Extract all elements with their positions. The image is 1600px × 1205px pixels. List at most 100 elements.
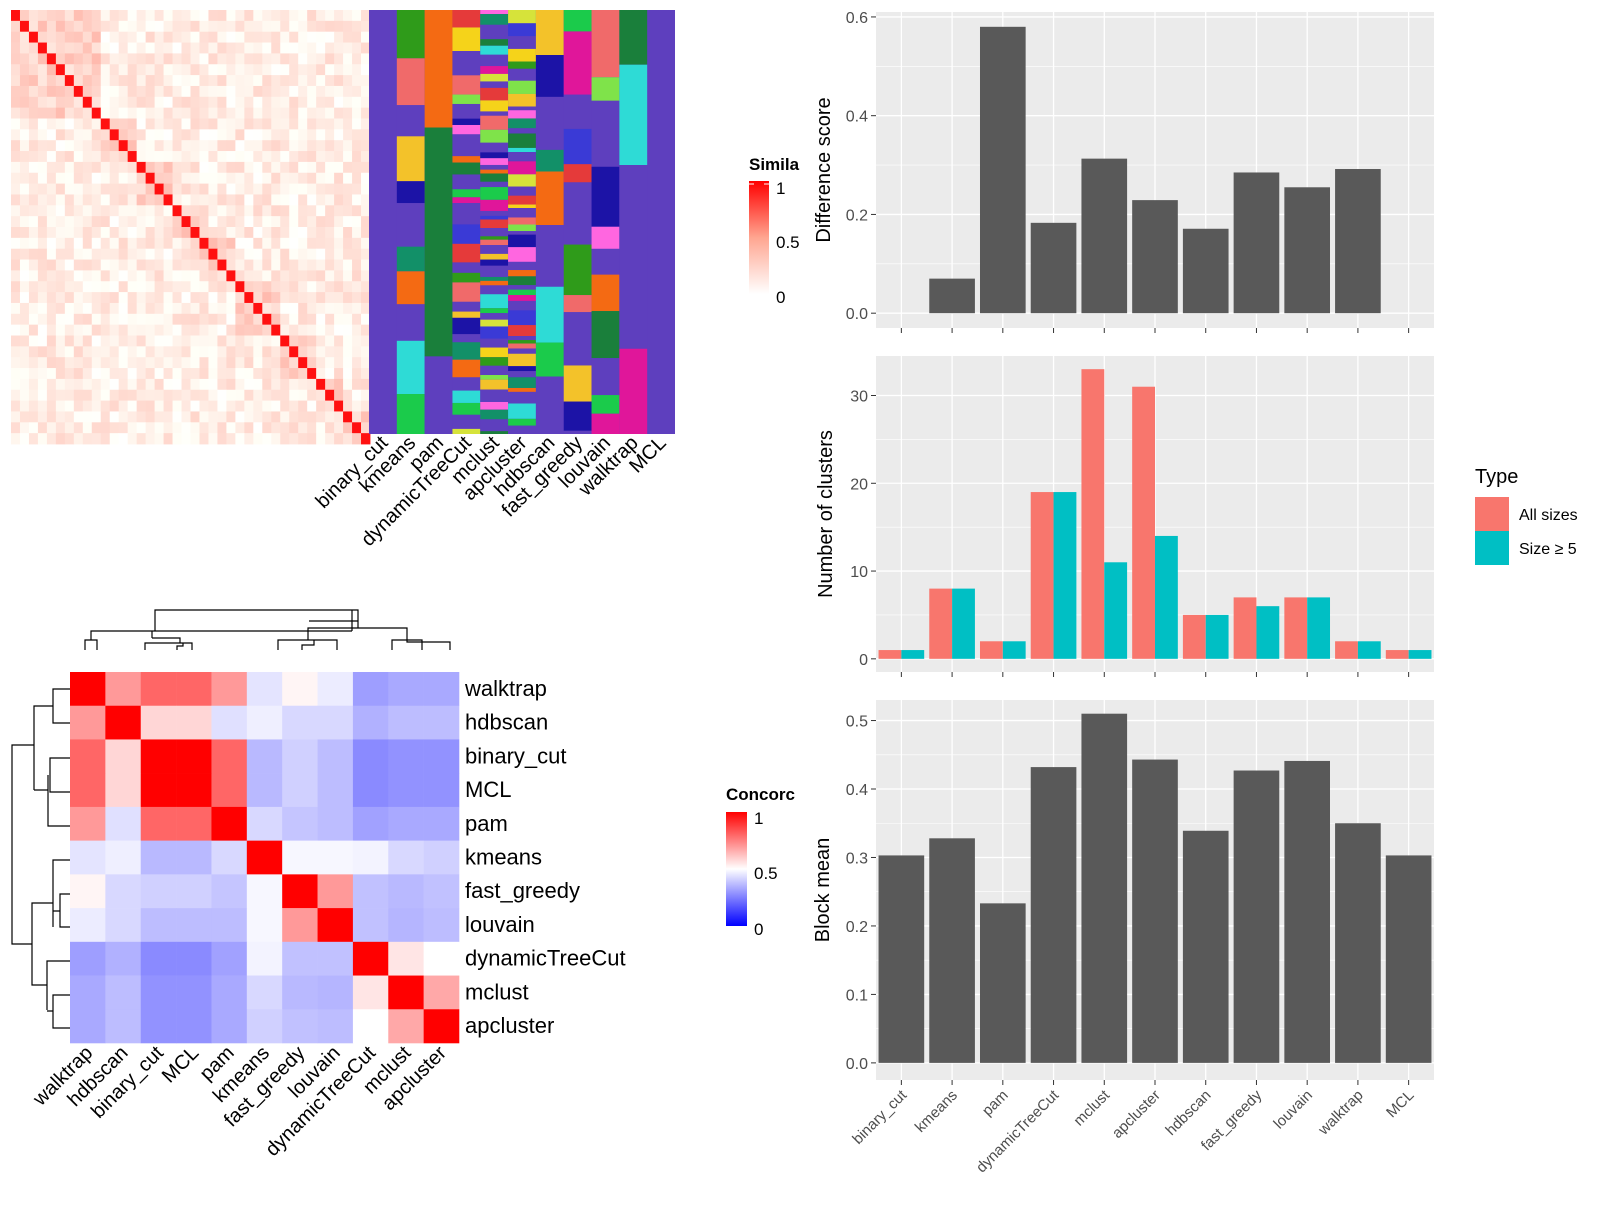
cluster-segment (508, 261, 536, 271)
similarity-cell (262, 42, 272, 54)
similarity-cell (262, 259, 272, 271)
similarity-cell (298, 205, 308, 217)
similarity-cell (271, 270, 281, 282)
similarity-cell (46, 140, 57, 152)
similarity-cell (298, 20, 308, 33)
similarity-cell (154, 259, 164, 271)
similarity-cell (118, 422, 129, 434)
concordance-cell (70, 739, 106, 774)
y-tick-label: 0.3 (846, 850, 868, 867)
similarity-cell (11, 161, 21, 174)
similarity-cell (190, 140, 200, 152)
cluster-segment (452, 428, 481, 434)
similarity-cell (136, 194, 147, 206)
similarity-cell (271, 31, 281, 43)
similarity-cell (82, 96, 93, 109)
similarity-cell (316, 411, 326, 423)
similarity-cell (127, 64, 138, 76)
similarity-cell (199, 259, 209, 271)
similarity-cell (307, 107, 317, 119)
similarity-cell (109, 335, 120, 347)
bar (1081, 158, 1128, 314)
concordance-legend: Concorc 1 0.5 0 (726, 785, 795, 939)
similarity-cell (316, 118, 326, 130)
cluster-segment (452, 103, 481, 119)
similarity-cell (244, 270, 254, 282)
similarity-cell (46, 216, 57, 228)
similarity-cell (19, 129, 30, 141)
concordance-cell (282, 705, 318, 740)
concordance-cell (70, 773, 106, 808)
similarity-cell (181, 31, 191, 43)
concordance-cell (140, 840, 177, 875)
similarity-cell (298, 313, 308, 326)
similarity-cell (91, 161, 102, 174)
similarity-cell (136, 400, 147, 412)
similarity-cell (262, 96, 272, 109)
similarity-cell (181, 75, 191, 87)
similarity-cell (217, 357, 227, 369)
similarity-cell (199, 411, 209, 423)
similarity-cell (253, 96, 263, 109)
similarity-cell (343, 313, 353, 326)
similarity-cell (262, 151, 272, 163)
concordance-row-label: dynamicTreeCut (465, 946, 626, 971)
similarity-cell (46, 324, 57, 336)
similarity-cell (28, 324, 39, 336)
similarity-cell (172, 129, 182, 141)
similarity-cell (46, 205, 57, 217)
similarity-cell (271, 85, 281, 98)
similarity-cell (235, 161, 245, 174)
x-tick-label: pam (979, 1087, 1012, 1120)
similarity-cell (244, 10, 254, 22)
similarity-cell (19, 281, 30, 293)
concordance-cell (388, 806, 424, 841)
similarity-cell (361, 411, 371, 423)
similarity-cell (217, 324, 227, 336)
similarity-cell (100, 400, 111, 412)
similarity-cell (217, 20, 227, 33)
similarity-cell (262, 368, 272, 380)
similarity-cell (28, 151, 39, 163)
similarity-cell (91, 335, 102, 347)
similarity-cell (11, 324, 21, 336)
similarity-cell (46, 313, 57, 326)
similarity-cell (118, 118, 129, 130)
similarity-cell (244, 227, 254, 239)
similarity-cell (262, 216, 272, 228)
similarity-cell (271, 324, 281, 336)
similarity-cell (325, 205, 335, 217)
similarity-cell (217, 237, 227, 250)
similarity-cell (73, 270, 84, 282)
similarity-cell (181, 129, 191, 141)
similarity-cell (208, 389, 218, 401)
cluster-segment (480, 338, 509, 348)
similarity-cell (325, 248, 335, 260)
similarity-cell (298, 237, 308, 250)
similarity-cell (289, 151, 299, 163)
similarity-cell (73, 96, 84, 109)
similarity-cell (208, 411, 218, 423)
similarity-cell (118, 64, 129, 76)
similarity-cell (361, 161, 371, 174)
similarity-cell (271, 129, 281, 141)
concordance-cell (105, 773, 142, 808)
similarity-cell (37, 10, 48, 22)
concordance-cell (388, 908, 424, 943)
similarity-cell (307, 172, 317, 184)
similarity-cell (19, 270, 30, 282)
similarity-cell (262, 389, 272, 401)
cluster-segment (508, 371, 536, 378)
similarity-cell (73, 433, 84, 445)
concordance-cell (176, 1009, 212, 1044)
similarity-cell (46, 161, 57, 174)
similarity-cell (28, 161, 39, 174)
similarity-cell (343, 324, 353, 336)
similarity-cell (226, 302, 236, 315)
similarity-cell (145, 20, 156, 33)
concordance-cell (246, 773, 283, 808)
cluster-segment (396, 136, 425, 182)
similarity-cell (154, 53, 164, 65)
similarity-cell (208, 227, 218, 239)
similarity-cell (172, 411, 182, 423)
